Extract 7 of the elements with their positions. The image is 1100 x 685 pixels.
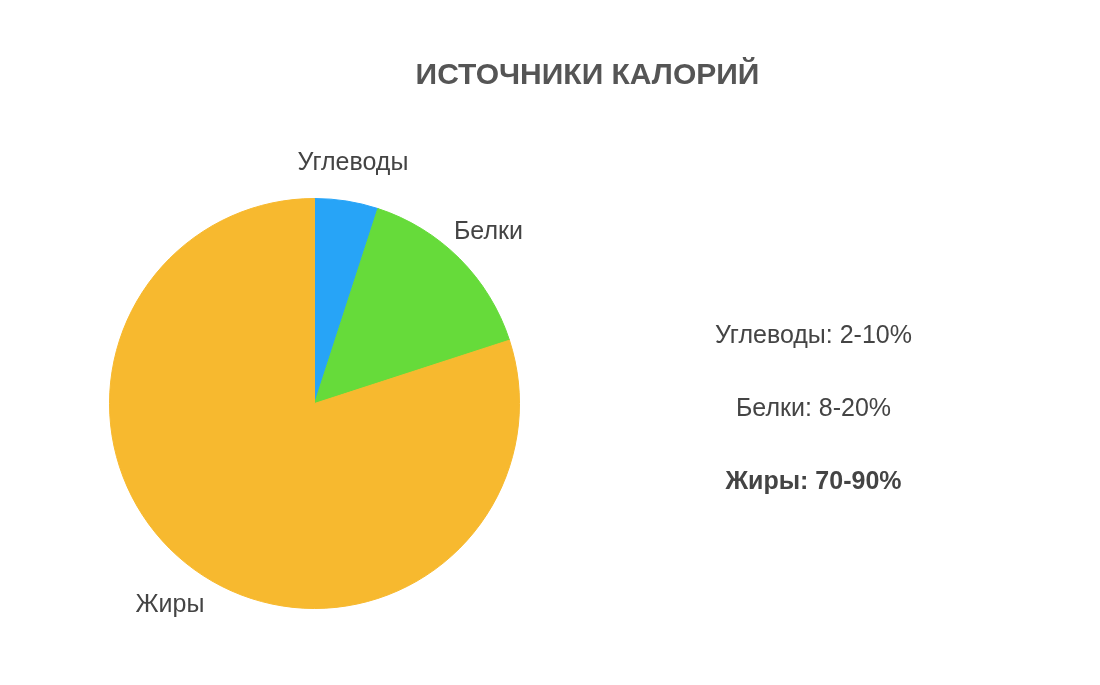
text: Жиры: 70-90%: [724, 465, 902, 494]
text: Углеводы: 2-10%: [715, 319, 912, 348]
slice-label: Белки: [453, 215, 523, 244]
slice-label: Жиры: [135, 588, 205, 617]
text: Белки: 8-20%: [735, 392, 892, 421]
slice-label: Углеводы: [297, 146, 409, 175]
text: ИСТОЧНИКИ КАЛОРИЙ: [415, 57, 760, 90]
